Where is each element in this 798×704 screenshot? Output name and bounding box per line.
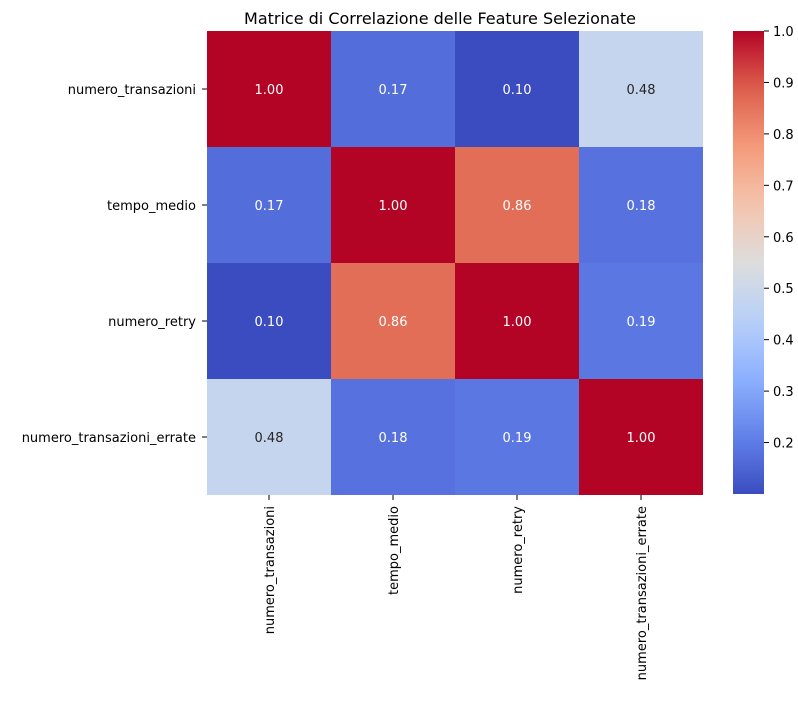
colorbar-gradient [733, 31, 764, 494]
row-tick-label: tempo_medio [107, 199, 196, 214]
heatmap-value-label: 0.86 [503, 199, 532, 214]
colorbar-tick-label: 0.6 [773, 231, 794, 246]
heatmap-cell [331, 263, 455, 379]
heatmap-value-label: 1.00 [627, 431, 656, 446]
colorbar-tick-label: 0.7 [773, 179, 794, 194]
colorbar-tick-label: 0.2 [773, 437, 794, 452]
column-tick-label: tempo_medio [387, 506, 402, 595]
heatmap-cell [579, 31, 703, 147]
row-tick-labels: numero_transazioni tempo_medio numero_retr… [22, 83, 207, 446]
column-tick-label: numero_transazioni [263, 506, 278, 634]
chart-title: Matrice di Correlazione delle Feature Se… [244, 9, 636, 28]
heatmap-cell [455, 31, 579, 147]
heatmap-cell [207, 147, 331, 263]
column-tick-label: numero_retry [511, 506, 526, 594]
heatmap-cells [207, 31, 703, 495]
heatmap-value-label: 0.86 [379, 315, 408, 330]
heatmap-value-label: 0.19 [627, 315, 656, 330]
row-tick-label: numero_retry [108, 315, 196, 330]
heatmap-cell [207, 379, 331, 495]
heatmap-value-label: 1.00 [379, 199, 408, 214]
heatmap-value-labels: 1.00 0.17 0.10 0.48 0.17 1.00 0.86 0.18 0.10 0.86… [255, 83, 656, 446]
heatmap-cell [455, 379, 579, 495]
heatmap-cell [207, 31, 331, 147]
row-tick-label: numero_transazioni_errate [22, 431, 196, 446]
heatmap-cell [331, 379, 455, 495]
heatmap-value-label: 0.18 [379, 431, 408, 446]
heatmap-cell [207, 263, 331, 379]
heatmap-cell [579, 379, 703, 495]
heatmap-value-label: 1.00 [255, 83, 284, 98]
column-tick-label: numero_transazioni_errate [635, 506, 650, 680]
heatmap-value-label: 0.17 [379, 83, 408, 98]
heatmap-value-label: 0.19 [503, 431, 532, 446]
colorbar: 0.2 0.3 0.4 0.5 0.6 0.7 0.8 0.9 1.0 [733, 25, 794, 494]
heatmap-cell [455, 263, 579, 379]
heatmap-cell [331, 31, 455, 147]
colorbar-tick-label: 1.0 [773, 25, 794, 40]
colorbar-tick-label: 0.8 [773, 128, 794, 143]
colorbar-tick-label: 0.9 [773, 76, 794, 91]
heatmap-value-label: 0.48 [255, 431, 284, 446]
heatmap-value-label: 0.48 [627, 83, 656, 98]
heatmap-value-label: 0.10 [255, 315, 284, 330]
heatmap-cell [455, 147, 579, 263]
colorbar-tick-label: 0.5 [773, 282, 794, 297]
heatmap-cell [579, 147, 703, 263]
heatmap-value-label: 0.17 [255, 199, 284, 214]
row-tick-label: numero_transazioni [68, 83, 196, 98]
heatmap-value-label: 0.18 [627, 199, 656, 214]
colorbar-tick-label: 0.3 [773, 385, 794, 400]
colorbar-tick-label: 0.4 [773, 334, 794, 349]
heatmap-value-label: 0.10 [503, 83, 532, 98]
heatmap-value-label: 1.00 [503, 315, 532, 330]
heatmap-cell [331, 147, 455, 263]
column-tick-labels: numero_transazioni tempo_medio numero_retr… [263, 495, 650, 680]
heatmap-cell [579, 263, 703, 379]
